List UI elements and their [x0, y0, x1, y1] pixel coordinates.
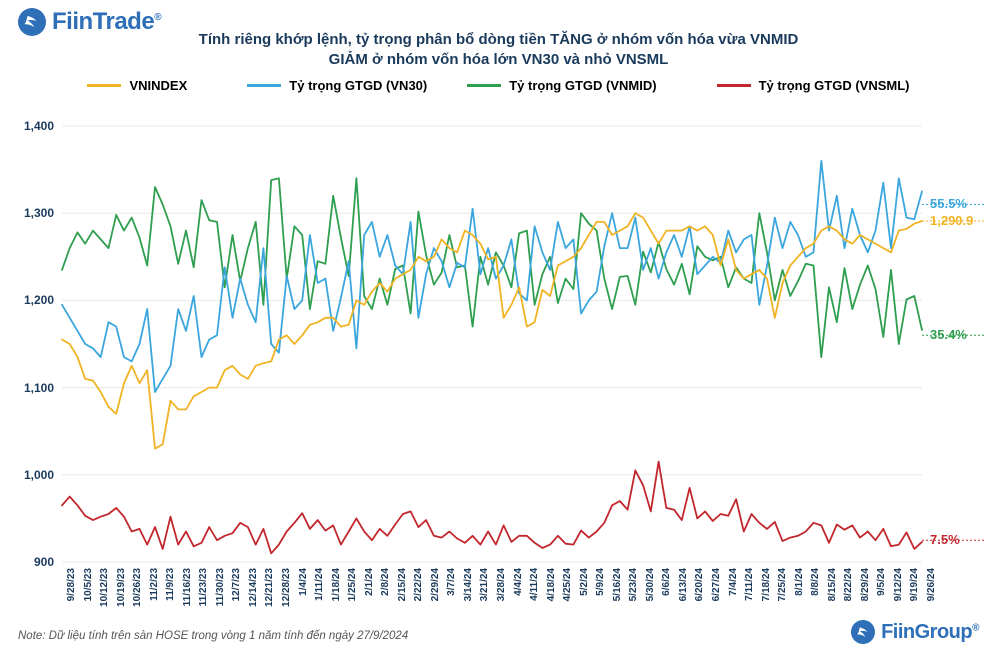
x-tick-label: 10/12/23	[99, 568, 110, 607]
legend-item-vnindex: VNINDEX	[87, 78, 187, 93]
x-tick-label: 11/30/23	[215, 568, 226, 606]
x-tick-label: 12/28/23	[281, 568, 292, 607]
x-tick-label: 11/2/23	[149, 568, 160, 601]
x-tick-label: 9/12/24	[893, 568, 904, 601]
logo-bottom: FiinGroup®	[851, 620, 979, 644]
x-tick-label: 9/28/23	[66, 568, 77, 601]
legend-label: VNINDEX	[129, 78, 187, 93]
y-tick-label: 1,300	[24, 206, 54, 220]
y-tick-label: 1,400	[24, 119, 54, 133]
x-tick-label: 8/8/24	[810, 568, 821, 596]
x-axis: 9/28/23 10/5/23 10/12/23 10/19/23 10/26/23 11…	[62, 566, 922, 636]
y-tick-label: 1,000	[24, 468, 54, 482]
x-tick-label: 4/18/24	[546, 568, 557, 601]
chart-title: Tính riêng khớp lệnh, tỷ trọng phân bổ d…	[0, 30, 997, 71]
x-tick-label: 6/13/24	[678, 568, 689, 601]
end-label-vnindex: 1,290.9	[930, 213, 973, 228]
series-vn30	[62, 161, 922, 392]
y-tick-label: 900	[34, 555, 54, 569]
x-tick-label: 7/4/24	[728, 568, 739, 596]
x-tick-label: 9/5/24	[876, 568, 887, 596]
x-tick-label: 6/20/24	[694, 568, 705, 601]
x-tick-label: 5/2/24	[579, 568, 590, 596]
logo-icon	[851, 620, 875, 644]
x-tick-label: 12/21/23	[264, 568, 275, 607]
x-tick-label: 1/4/24	[298, 568, 309, 596]
y-tick-label: 1,100	[24, 381, 54, 395]
end-label-vnmid: 35.4%	[930, 327, 967, 342]
x-tick-label: 5/23/24	[628, 568, 639, 601]
x-tick-label: 2/22/24	[413, 568, 424, 601]
x-tick-label: 1/18/24	[331, 568, 342, 601]
legend-swatch	[247, 84, 281, 87]
x-tick-label: 5/30/24	[645, 568, 656, 601]
legend-label: Tỷ trọng GTGD (VNMID)	[509, 78, 656, 93]
x-tick-label: 2/8/24	[380, 568, 391, 596]
x-tick-label: 12/7/23	[231, 568, 242, 601]
legend-swatch	[467, 84, 501, 87]
x-tick-label: 6/27/24	[711, 568, 722, 601]
title-line-2: GIẢM ở nhóm vốn hóa lớn VN30 và nhỏ VNSM…	[0, 50, 997, 70]
x-tick-label: 6/6/24	[661, 568, 672, 596]
x-tick-label: 4/11/24	[529, 568, 540, 601]
registered-mark: ®	[154, 12, 161, 23]
series-vnsml	[62, 462, 922, 554]
x-tick-label: 2/1/24	[364, 568, 375, 596]
x-tick-label: 3/28/24	[496, 568, 507, 601]
x-tick-label: 9/19/24	[909, 568, 920, 601]
logo-bottom-text: FiinGroup®	[881, 621, 979, 644]
series-vnindex	[62, 213, 922, 448]
registered-mark: ®	[972, 622, 979, 633]
x-tick-label: 3/21/24	[479, 568, 490, 601]
legend-label: Tỷ trọng GTGD (VNSML)	[759, 78, 910, 93]
legend-item-vnsml: Tỷ trọng GTGD (VNSML)	[717, 78, 910, 93]
x-tick-label: 12/14/23	[248, 568, 259, 607]
series-vnmid	[62, 178, 922, 357]
x-tick-label: 5/16/24	[612, 568, 623, 601]
x-tick-label: 8/1/24	[794, 568, 805, 596]
x-tick-label: 8/22/24	[843, 568, 854, 601]
x-tick-label: 2/15/24	[397, 568, 408, 601]
x-tick-label: 8/15/24	[827, 568, 838, 601]
x-tick-label: 11/9/23	[165, 568, 176, 601]
legend: VNINDEX Tỷ trọng GTGD (VN30) Tỷ trọng GT…	[0, 78, 997, 93]
end-label-vn30: 55.5%	[930, 196, 967, 211]
gridlines	[62, 126, 922, 562]
legend-label: Tỷ trọng GTGD (VN30)	[289, 78, 427, 93]
x-tick-label: 3/7/24	[446, 568, 457, 596]
x-tick-label: 2/29/24	[430, 568, 441, 601]
x-tick-label: 3/14/24	[463, 568, 474, 601]
end-label-vnsml: 7.5%	[930, 532, 960, 547]
y-axis: 9001,0001,1001,2001,3001,400	[0, 126, 60, 562]
legend-item-vnmid: Tỷ trọng GTGD (VNMID)	[467, 78, 656, 93]
footnote: Note: Dữ liệu tính trên sàn HOSE trong v…	[18, 630, 408, 642]
x-tick-label: 5/9/24	[595, 568, 606, 596]
legend-swatch	[717, 84, 751, 87]
x-tick-label: 7/11/24	[744, 568, 755, 601]
legend-swatch	[87, 84, 121, 87]
x-tick-label: 11/16/23	[182, 568, 193, 606]
x-tick-label: 1/25/24	[347, 568, 358, 601]
x-tick-label: 10/26/23	[132, 568, 143, 607]
x-tick-label: 7/18/24	[761, 568, 772, 601]
x-tick-label: 4/4/24	[513, 568, 524, 596]
x-tick-label: 1/11/24	[314, 568, 325, 601]
x-tick-label: 8/29/24	[860, 568, 871, 601]
x-tick-label: 9/26/24	[926, 568, 937, 601]
title-line-1: Tính riêng khớp lệnh, tỷ trọng phân bổ d…	[0, 30, 997, 50]
x-tick-label: 11/23/23	[198, 568, 209, 606]
chart-svg	[62, 126, 922, 562]
x-tick-label: 10/19/23	[116, 568, 127, 607]
x-tick-label: 10/5/23	[83, 568, 94, 601]
x-tick-label: 4/25/24	[562, 568, 573, 601]
legend-item-vn30: Tỷ trọng GTGD (VN30)	[247, 78, 427, 93]
chart-area	[62, 126, 922, 562]
x-tick-label: 7/25/24	[777, 568, 788, 601]
y-tick-label: 1,200	[24, 293, 54, 307]
